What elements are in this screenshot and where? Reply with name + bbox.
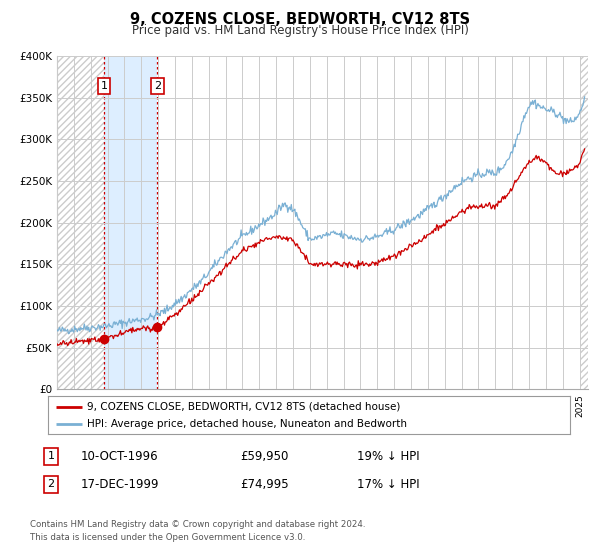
- Bar: [580, 56, 588, 389]
- Text: Contains HM Land Registry data © Crown copyright and database right 2024.: Contains HM Land Registry data © Crown c…: [30, 520, 365, 529]
- Text: 9, COZENS CLOSE, BEDWORTH, CV12 8TS: 9, COZENS CLOSE, BEDWORTH, CV12 8TS: [130, 12, 470, 27]
- Text: 10-OCT-1996: 10-OCT-1996: [81, 450, 158, 463]
- Text: This data is licensed under the Open Government Licence v3.0.: This data is licensed under the Open Gov…: [30, 533, 305, 542]
- Bar: [57, 56, 104, 389]
- Text: 2: 2: [154, 81, 161, 91]
- Text: 17-DEC-1999: 17-DEC-1999: [81, 478, 160, 491]
- Text: £59,950: £59,950: [240, 450, 289, 463]
- Text: 17% ↓ HPI: 17% ↓ HPI: [357, 478, 419, 491]
- Text: Price paid vs. HM Land Registry's House Price Index (HPI): Price paid vs. HM Land Registry's House …: [131, 24, 469, 36]
- Text: 19% ↓ HPI: 19% ↓ HPI: [357, 450, 419, 463]
- Text: £74,995: £74,995: [240, 478, 289, 491]
- Bar: [104, 56, 157, 389]
- Text: 1: 1: [47, 451, 55, 461]
- Text: 9, COZENS CLOSE, BEDWORTH, CV12 8TS (detached house): 9, COZENS CLOSE, BEDWORTH, CV12 8TS (det…: [87, 402, 401, 412]
- Text: 2: 2: [47, 479, 55, 489]
- Text: HPI: Average price, detached house, Nuneaton and Bedworth: HPI: Average price, detached house, Nune…: [87, 419, 407, 430]
- Text: 1: 1: [100, 81, 107, 91]
